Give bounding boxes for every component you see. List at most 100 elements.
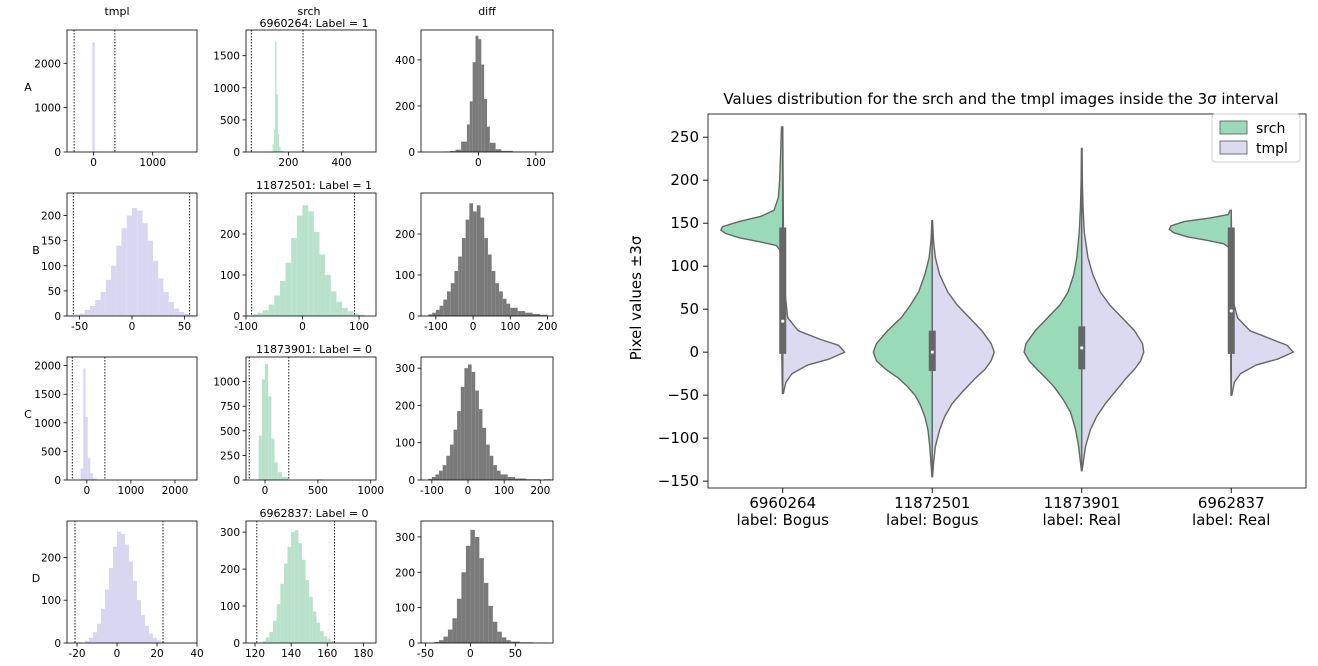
hist-bar xyxy=(478,39,482,152)
hist-bar xyxy=(460,386,465,480)
x-tick-label: 100 xyxy=(526,157,546,169)
violin-y-tick-label: 250 xyxy=(670,128,699,146)
violin-half-tmpl-11873901 xyxy=(1081,147,1145,472)
row-label-a: A xyxy=(24,81,32,94)
hist-bar xyxy=(453,429,458,480)
hist-panel-a-diff: 0 100 0 200 400 xyxy=(395,29,554,169)
hist-bar xyxy=(447,629,453,643)
hist-bar xyxy=(487,254,492,316)
y-tick-label: 250 xyxy=(220,450,240,462)
box-median xyxy=(1229,309,1233,313)
hist-bar xyxy=(475,35,479,153)
hist-bar xyxy=(105,589,109,643)
legend-swatch-tmpl xyxy=(1219,140,1248,155)
hist-bar xyxy=(483,582,489,643)
hist-bar xyxy=(510,307,518,316)
hist-bar xyxy=(133,580,137,643)
violin-chart-title: Values distribution for the srch and the… xyxy=(723,90,1278,108)
panel-title-row-b: 11872501: Label = 1 xyxy=(256,179,372,192)
hist-bar xyxy=(280,150,284,152)
hist-panel-a-srch: 200 400 0 500 1000 1500 xyxy=(213,29,377,169)
y-tick-label: 500 xyxy=(220,426,240,438)
hist-bar xyxy=(121,533,125,643)
hist-bar xyxy=(439,305,444,316)
hist-bar xyxy=(336,301,343,316)
x-tick-label: 120 xyxy=(245,648,265,660)
hist-bar xyxy=(79,313,85,316)
hist-bar xyxy=(501,150,513,152)
y-tick-label: 200 xyxy=(220,564,240,576)
hist-panel-a-tmpl: 0 1000 0 1000 2000 xyxy=(34,29,198,169)
hist-bar xyxy=(489,455,494,480)
y-tick-label: 2000 xyxy=(34,58,61,70)
y-tick-label: 200 xyxy=(41,211,61,223)
hist-bar xyxy=(466,124,470,152)
x-tick-label: 0 xyxy=(114,648,121,660)
column-title-tmpl: tmpl xyxy=(104,5,129,18)
hist-bar xyxy=(476,205,481,316)
hist-bar xyxy=(450,283,455,316)
hist-bar xyxy=(125,544,129,643)
hist-bar xyxy=(320,631,324,643)
violin-y-axis-label: Pixel values ±3σ xyxy=(627,235,645,360)
hist-bar xyxy=(301,559,306,643)
violin-half-tmpl-11872501 xyxy=(931,219,995,478)
hist-bar xyxy=(168,301,174,316)
y-tick-label: 1000 xyxy=(213,377,240,389)
histogram-grid: tmpl srch diff A B C D 6960264: Label = … xyxy=(24,5,557,660)
x-tick-label: 0 xyxy=(90,157,97,169)
hist-bar xyxy=(493,465,497,480)
hist-bar xyxy=(464,368,469,480)
hist-bar xyxy=(439,470,443,480)
x-tick-label: 160 xyxy=(317,648,337,660)
hist-bar xyxy=(268,304,275,316)
hist-bar xyxy=(347,311,354,316)
hist-bar xyxy=(353,313,360,316)
hist-bar xyxy=(274,462,278,480)
hist-bar xyxy=(325,275,331,316)
violin-half-srch-6960264 xyxy=(720,126,784,395)
hist-bar xyxy=(507,477,516,480)
hist-bar xyxy=(157,640,161,643)
hist-bar xyxy=(313,231,320,316)
y-tick-label: 0 xyxy=(233,147,240,159)
hist-bar xyxy=(121,228,127,316)
y-tick-label: 50 xyxy=(48,286,61,298)
x-tick-label: 0 xyxy=(299,321,306,333)
hist-bar xyxy=(268,396,272,480)
hist-bar xyxy=(83,368,86,480)
hist-bar xyxy=(142,223,148,316)
hist-bar xyxy=(126,215,132,316)
hist-bar xyxy=(85,417,88,480)
hist-bar xyxy=(487,126,490,152)
hist-bar xyxy=(265,637,270,643)
hist-bar xyxy=(273,620,277,643)
hist-bar xyxy=(471,371,476,480)
hist-bar xyxy=(316,622,321,643)
hist-panel-c-tmpl: 0 1000 2000 0 500 1000 1500 2000 xyxy=(34,356,198,497)
hist-bar xyxy=(261,379,266,480)
x-tick-label: 0 xyxy=(467,648,474,660)
y-tick-label: 100 xyxy=(395,438,415,450)
violin-y-tick-label: −50 xyxy=(667,386,699,404)
x-tick-label: 50 xyxy=(178,321,191,333)
hist-bar xyxy=(258,435,262,480)
hist-panel-b-diff: -100 0 100 200 0 100 200 xyxy=(395,192,557,333)
box-median xyxy=(1080,346,1084,350)
hist-bar xyxy=(276,604,281,643)
y-tick-label: 1500 xyxy=(34,389,61,401)
y-tick-label: 100 xyxy=(220,270,240,282)
hist-bar xyxy=(539,314,548,316)
row-label-d: D xyxy=(32,572,40,585)
hist-bar xyxy=(495,149,502,152)
hist-bar xyxy=(481,64,485,152)
y-tick-label: 500 xyxy=(220,115,240,127)
hist-bar xyxy=(428,314,433,316)
hist-bar xyxy=(262,641,266,643)
hist-bar xyxy=(480,217,485,316)
hist-bar xyxy=(291,238,297,316)
hist-bar xyxy=(330,641,335,643)
hist-bar xyxy=(277,134,280,152)
hist-bar xyxy=(465,545,471,643)
x-tick-label: 100 xyxy=(349,321,369,333)
